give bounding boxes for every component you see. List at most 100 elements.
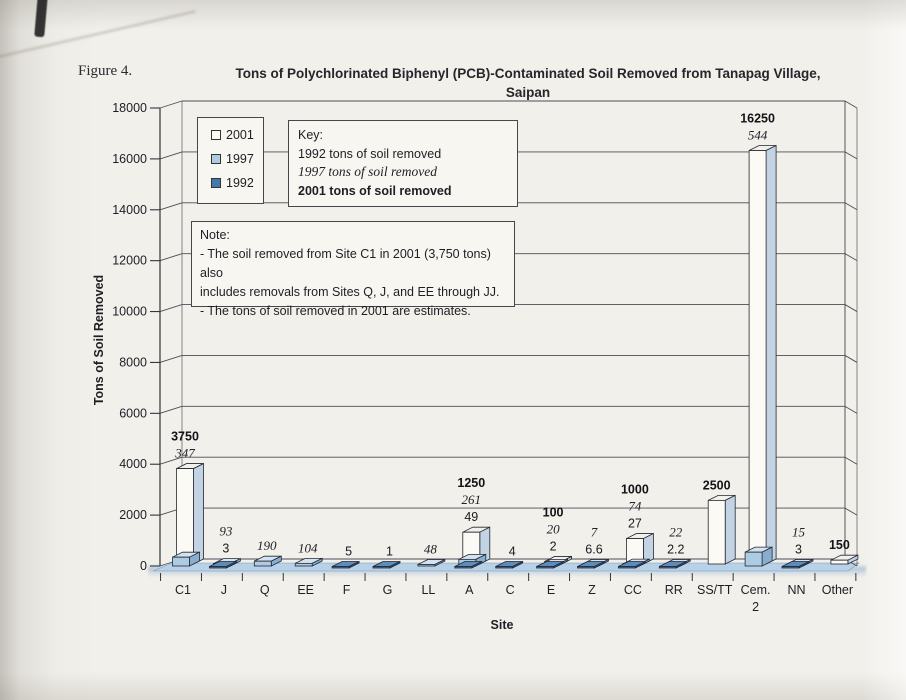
y-tick-label: 2000 <box>119 508 147 522</box>
bar-value-2001-C1: 3750 <box>171 430 199 444</box>
bar-2001-Other <box>830 559 849 565</box>
bar-1992-E <box>536 566 554 569</box>
x-category-label-E: E <box>547 583 555 597</box>
gridline-side <box>844 304 858 312</box>
bar-1997-LL <box>417 564 436 567</box>
grid-connector <box>159 253 183 262</box>
note-line-2: includes removals from Sites Q, J, and E… <box>200 285 500 299</box>
bar-value-1992-G: 1 <box>386 545 393 559</box>
legend-label-2001: 2001 <box>226 128 254 142</box>
gridline-side <box>844 355 858 363</box>
bar-side-2001-Cem. 2 <box>765 144 777 565</box>
x-category-label-G: G <box>383 583 393 597</box>
legend-swatch-1997 <box>211 154 221 164</box>
grid-connector <box>159 405 183 414</box>
key-heading: Key: <box>298 128 324 142</box>
legend-item-1997: 1997 <box>211 152 263 166</box>
bar-value-1992-CC: 27 <box>628 517 642 531</box>
bar-value-1997-Z: 7 <box>591 525 598 540</box>
bar-1997-C1 <box>172 556 190 567</box>
bar-value-1992-RR: 2.2 <box>667 543 684 557</box>
bar-value-1997-E: 20 <box>547 521 561 536</box>
y-tick-label: 18000 <box>112 101 147 115</box>
legend-item-2001: 2001 <box>211 128 263 142</box>
x-axis-title: Site <box>491 618 514 632</box>
bar-value-1997-LL: 48 <box>424 542 438 557</box>
y-tick-label: 4000 <box>119 457 147 471</box>
gridline-side <box>844 456 858 465</box>
bar-value-1997-RR: 22 <box>669 525 683 540</box>
x-category-label-Z: Z <box>588 583 596 597</box>
bar-1992-RR <box>658 566 677 569</box>
bar-1997-EE <box>294 562 313 567</box>
x-category-label-CC: CC <box>624 583 642 597</box>
note-line-3: - The tons of soil removed in 2001 are e… <box>200 304 471 318</box>
x-category-label-Cem. 2: 2 <box>752 600 759 614</box>
bar-value-1997-J: 93 <box>219 524 233 539</box>
bar-1992-NN <box>781 566 800 569</box>
bar-value-1997-C1: 347 <box>174 446 195 461</box>
bar-value-1992-E: 2 <box>550 539 557 553</box>
bar-value-2001-SS/TT: 2500 <box>703 478 731 492</box>
bar-1992-F <box>331 566 350 569</box>
chart-title-line2: Saipan <box>505 85 551 100</box>
grid-connector <box>159 202 183 211</box>
bar-side-2001-C1 <box>193 462 204 565</box>
grid-connector <box>159 151 183 160</box>
chart-title-line1: Tons of Polychlorinated Biphenyl (PCB)-C… <box>235 66 821 81</box>
note-box: Note: - The soil removed from Site C1 in… <box>191 221 515 318</box>
bar-value-1992-NN: 3 <box>795 543 802 557</box>
grid-connector <box>159 304 183 312</box>
x-category-label-NN: NN <box>787 583 805 597</box>
y-tick-label: 12000 <box>112 254 147 268</box>
x-category-label-EE: EE <box>297 583 314 597</box>
bar-1992-G <box>372 566 391 569</box>
chart-title: Tons of Polychlorinated Biphenyl (PCB)-C… <box>178 64 878 102</box>
gridline-side <box>844 405 858 414</box>
bar-value-1992-J: 3 <box>222 542 229 556</box>
note-heading: Note: <box>200 228 230 242</box>
bar-1997-Q <box>253 560 272 567</box>
bar-side-2001-SS/TT <box>724 494 736 565</box>
bar-value-1992-F: 5 <box>345 545 352 559</box>
grid-connector <box>159 355 183 363</box>
x-category-label-Q: Q <box>260 583 270 597</box>
x-category-label-RR: RR <box>665 583 683 597</box>
gridline-side <box>844 151 858 160</box>
legend-label-1997: 1997 <box>226 152 254 166</box>
y-tick-label: 6000 <box>119 406 147 420</box>
grid-connector <box>159 100 183 109</box>
legend-label-1992: 1992 <box>226 176 254 190</box>
x-category-label-LL: LL <box>421 583 435 597</box>
figure-number-label: Figure 4. <box>78 63 133 79</box>
gridline-side <box>844 202 858 211</box>
legend-swatch-2001 <box>211 130 221 140</box>
bar-1992-A <box>454 566 473 569</box>
x-category-label-C: C <box>506 583 515 597</box>
bar-value-1992-Z: 6.6 <box>585 543 602 557</box>
bar-value-2001-A: 1250 <box>457 476 485 490</box>
bar-value-2001-CC: 1000 <box>621 483 649 497</box>
bar-value-1997-A: 261 <box>462 492 482 507</box>
legend-swatch-1992 <box>211 178 221 188</box>
bar-1992-Z <box>577 566 595 569</box>
gridline-side <box>844 253 858 262</box>
x-category-label-F: F <box>343 583 351 597</box>
gridline-side <box>844 507 858 516</box>
bar-2001-Cem. 2 <box>748 150 767 565</box>
bar-value-1992-C: 4 <box>509 545 516 559</box>
bar-1992-CC <box>618 566 636 569</box>
bar-value-1997-EE: 104 <box>298 540 318 555</box>
bar-value-1997-Q: 190 <box>257 538 277 553</box>
key-line-1997: 1997 tons of soil removed <box>298 164 437 179</box>
x-category-label-A: A <box>465 583 474 597</box>
bar-value-2001-Cem. 2: 16250 <box>740 112 775 126</box>
bar-value-1992-A: 49 <box>464 510 478 524</box>
bar-2001-C1 <box>176 468 194 565</box>
bar-1992-J <box>208 566 227 569</box>
y-tick-label: 0 <box>140 559 147 573</box>
legend-item-1992: 1992 <box>211 176 263 190</box>
x-category-label-SS/TT: SS/TT <box>697 583 733 597</box>
grid-connector <box>159 456 183 465</box>
